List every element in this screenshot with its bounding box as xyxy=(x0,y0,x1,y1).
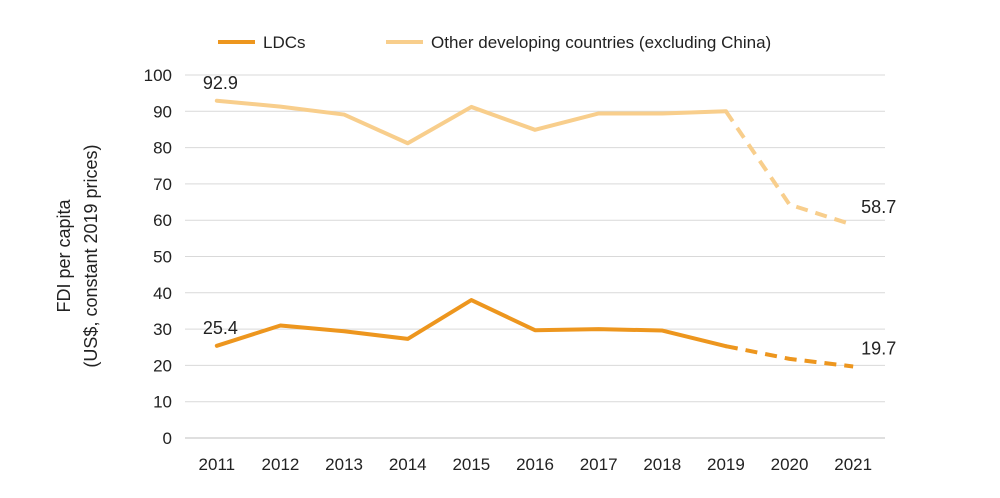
x-tick-label: 2018 xyxy=(643,455,681,474)
y-tick-label: 0 xyxy=(163,429,172,448)
data-label: 92.9 xyxy=(203,73,238,93)
data-label: 25.4 xyxy=(203,318,238,338)
y-tick-label: 90 xyxy=(153,102,172,121)
y-tick-label: 20 xyxy=(153,356,172,375)
y-axis-label-line1: FDI per capita xyxy=(54,198,74,312)
x-tick-label: 2015 xyxy=(452,455,490,474)
x-tick-label: 2013 xyxy=(325,455,363,474)
x-tick-label: 2016 xyxy=(516,455,554,474)
data-labels: 25.4 19.7 92.9 58.7 xyxy=(203,73,896,359)
y-tick-label: 10 xyxy=(153,393,172,412)
x-axis-ticks: 2011 2012 2013 2014 2015 2016 2017 2018 2019 2020… xyxy=(199,455,873,474)
y-tick-label: 60 xyxy=(153,211,172,230)
series-line-solid xyxy=(214,98,728,146)
x-tick-label: 2017 xyxy=(580,455,618,474)
x-tick-label: 2019 xyxy=(707,455,745,474)
y-tick-label: 30 xyxy=(153,320,172,339)
data-label: 58.7 xyxy=(861,197,896,217)
y-tick-label: 100 xyxy=(144,66,172,85)
y-tick-label: 40 xyxy=(153,284,172,303)
gridlines xyxy=(185,74,885,439)
y-axis-ticks: 0 10 20 30 40 50 60 70 80 90 100 xyxy=(144,66,172,448)
x-tick-label: 2014 xyxy=(389,455,427,474)
data-label: 19.7 xyxy=(861,338,896,358)
legend-label: LDCs xyxy=(263,33,306,52)
x-tick-label: 2020 xyxy=(771,455,809,474)
legend: LDCs Other developing countries (excludin… xyxy=(218,33,771,52)
y-tick-label: 70 xyxy=(153,175,172,194)
series-line-projected xyxy=(725,344,854,369)
legend-label: Other developing countries (excluding Ch… xyxy=(431,33,771,52)
x-tick-label: 2012 xyxy=(262,455,300,474)
x-tick-label: 2021 xyxy=(834,455,872,474)
y-axis-label-line2: (US$, constant 2019 prices) xyxy=(81,144,101,367)
y-tick-label: 50 xyxy=(153,248,172,267)
x-tick-label: 2011 xyxy=(199,455,236,474)
series-line-projected xyxy=(724,110,854,227)
series-line-solid xyxy=(214,298,728,349)
y-tick-label: 80 xyxy=(153,139,172,158)
series-lines xyxy=(214,98,854,369)
